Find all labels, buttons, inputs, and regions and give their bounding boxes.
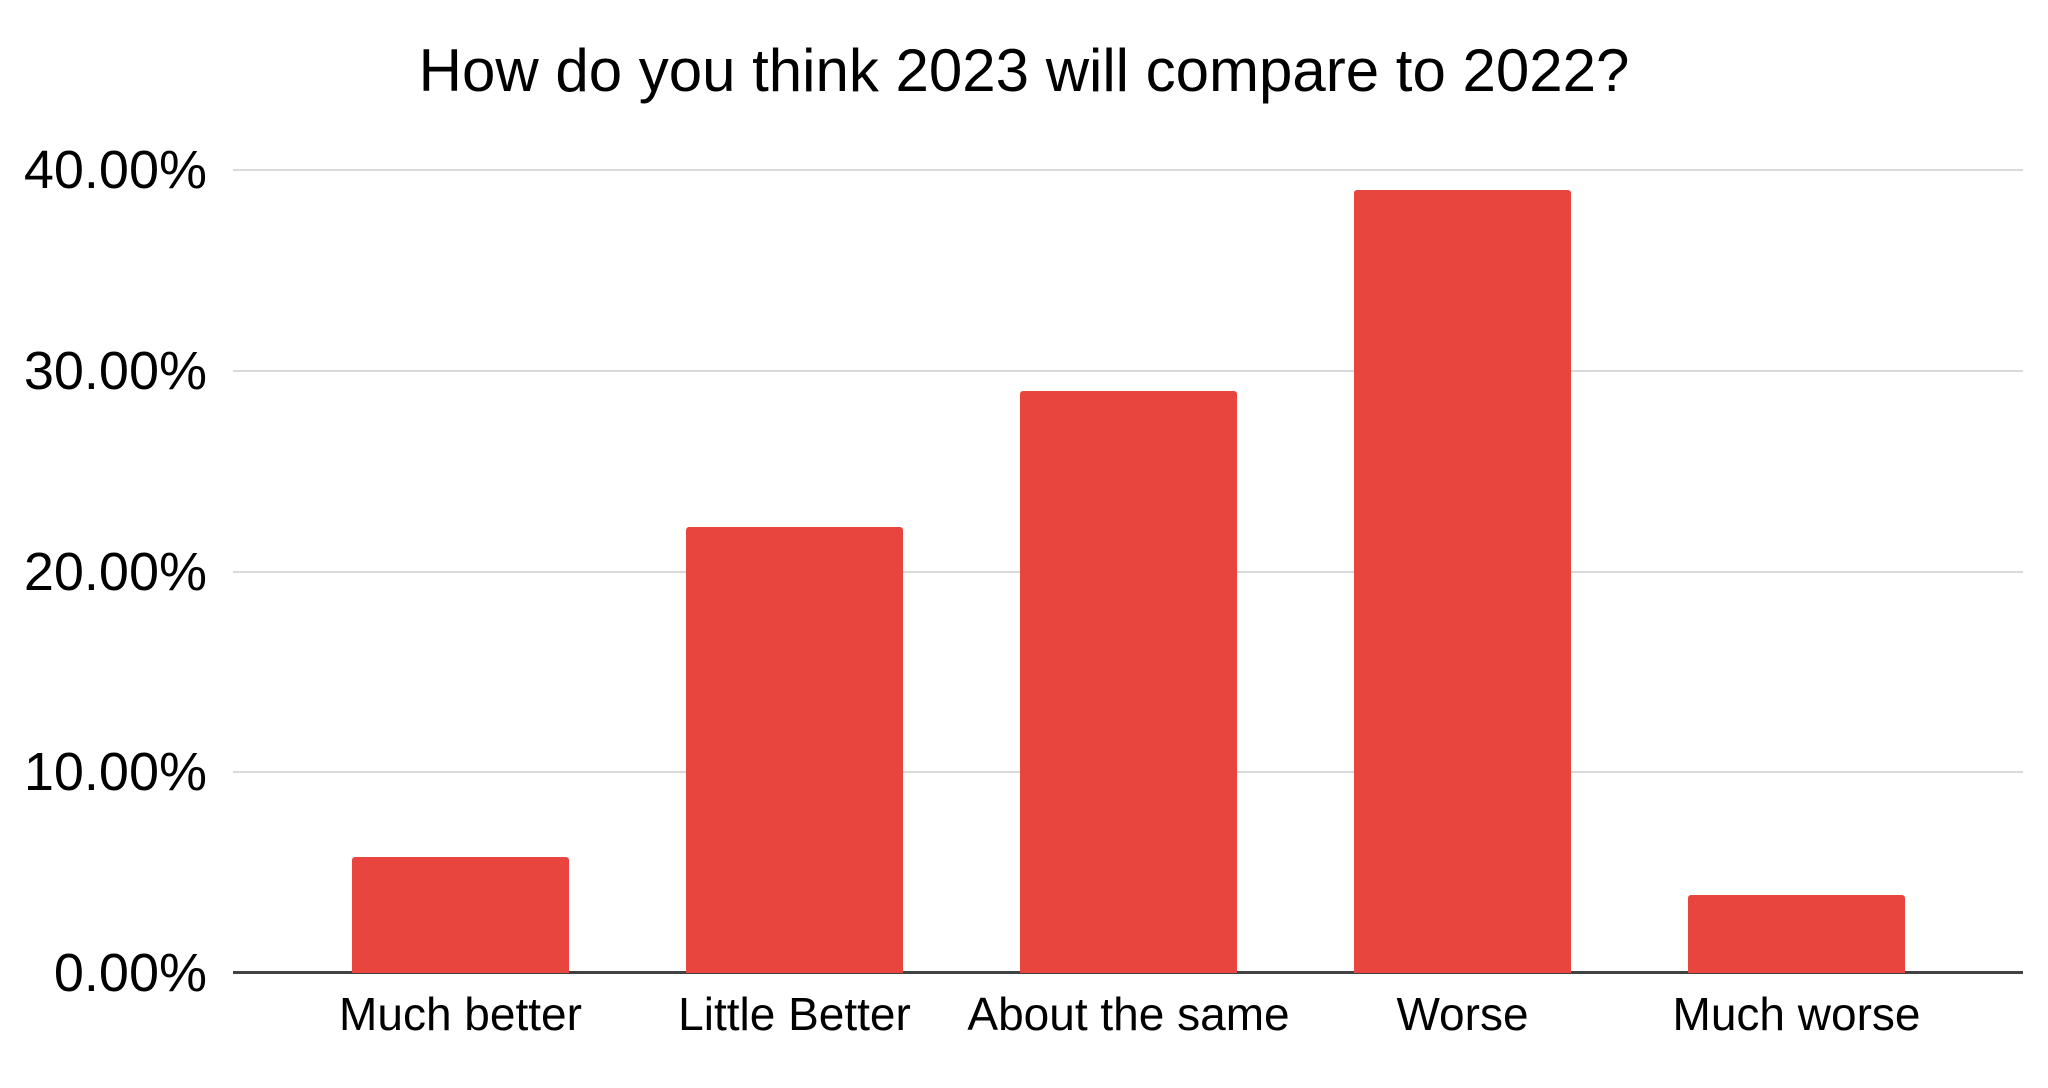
x-axis-category-label-much-better: Much better (339, 988, 582, 1040)
bar-little-better (686, 527, 903, 973)
bar-much-worse (1688, 894, 1905, 973)
gridline-30 (233, 369, 2023, 372)
bar-worse (1354, 190, 1571, 973)
chart-title: How do you think 2023 will compare to 20… (418, 37, 1630, 104)
y-axis-tick-label: 30.00% (23, 340, 207, 401)
x-axis-category-label-little-better: Little Better (678, 988, 911, 1040)
x-axis-category-label-much-worse: Much worse (1672, 988, 1921, 1040)
gridline-40 (233, 169, 2023, 171)
x-axis-category-label-worse: Worse (1396, 988, 1529, 1040)
y-axis-tick-label: 40.00% (23, 140, 207, 200)
plot-area (233, 169, 2023, 974)
y-axis-tick-label: 20.00% (23, 541, 207, 602)
bar-about-the-same (1020, 390, 1237, 973)
bar-much-better (352, 856, 569, 973)
x-axis-category-label-about-the-same: About the same (967, 988, 1290, 1040)
y-axis-tick-label: 10.00% (23, 742, 207, 803)
y-axis-tick-label: 0.00% (53, 943, 207, 1003)
